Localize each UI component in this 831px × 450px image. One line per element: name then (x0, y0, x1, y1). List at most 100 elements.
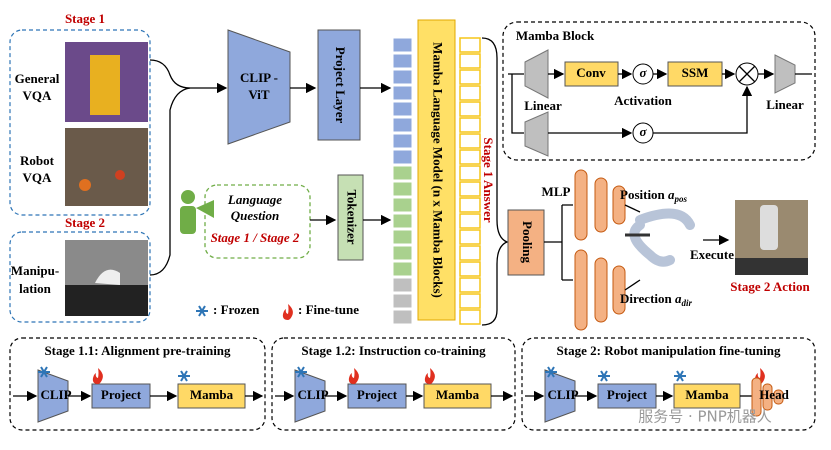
token (392, 37, 413, 53)
linear (524, 49, 549, 99)
question-stages: Stage 1 / Stage 2 (211, 230, 300, 245)
stage-panel (271, 337, 516, 431)
frozen-icon (545, 366, 557, 378)
stage2-title: Stage 2 (65, 215, 105, 230)
direction-label: Direction adir (620, 291, 693, 308)
answer-token (459, 117, 481, 133)
pooling-label: Pooling (520, 221, 535, 263)
project-label: Project (607, 387, 648, 402)
head-label: Head (759, 387, 789, 402)
project-layer (317, 29, 361, 141)
token (392, 261, 413, 277)
robot-image (65, 128, 148, 206)
head-layer (762, 383, 773, 411)
stage-panel (9, 337, 266, 431)
person-icon (180, 190, 214, 234)
project-label: Project (357, 387, 398, 402)
answer-token (459, 69, 481, 85)
manipulation-image (95, 269, 120, 285)
line (544, 204, 573, 281)
general-vqa: VQA (23, 88, 53, 103)
robot-image (115, 170, 125, 180)
token (392, 213, 413, 229)
token (392, 277, 413, 293)
answer-label: Stage 1 Answer (481, 137, 496, 222)
line (508, 73, 524, 134)
linear-label: Linear (524, 98, 562, 113)
answer-token (459, 101, 481, 117)
answer-token (459, 53, 481, 69)
mlp-layer (574, 249, 588, 331)
project-layer-label: Project Layer (333, 47, 348, 124)
token (392, 117, 413, 133)
frozen-icon (674, 370, 686, 382)
arrow (149, 59, 228, 94)
token (392, 53, 413, 69)
answer-token (459, 149, 481, 165)
answer-token (459, 261, 481, 277)
project (347, 383, 407, 409)
project (91, 383, 151, 409)
mamba-label: Mamba (685, 387, 729, 402)
mlp-layer (574, 169, 588, 241)
ssm-label: SSM (682, 65, 709, 80)
token (392, 149, 413, 165)
stage-panel (521, 337, 816, 431)
mamba (177, 383, 246, 409)
frozen-icon (196, 305, 208, 317)
position-symbol: a (668, 187, 675, 202)
stage-title: Stage 2: Robot manipulation fine-tuning (557, 343, 781, 358)
token (392, 133, 413, 149)
linear (524, 111, 549, 157)
arrow (653, 85, 753, 134)
answer-token (459, 165, 481, 181)
token (392, 293, 413, 309)
answer-token (459, 309, 481, 325)
position-sub: pos (674, 194, 688, 204)
frozen-icon (178, 370, 190, 382)
stage1-panel (9, 29, 151, 216)
tokenizer (337, 174, 364, 261)
answer-token (459, 245, 481, 261)
stage1-title: Stage 1 (65, 11, 105, 26)
ssm (667, 61, 723, 87)
token (392, 85, 413, 101)
project (597, 383, 657, 409)
token (392, 69, 413, 85)
token (392, 229, 413, 245)
direction-text: Direction (620, 291, 673, 306)
robot-vqa: Robot (20, 153, 55, 168)
mlp-label: MLP (542, 184, 571, 199)
answer-token (459, 277, 481, 293)
language-model (417, 19, 456, 321)
linear-label: Linear (766, 97, 804, 112)
mamba-label: Mamba (436, 387, 480, 402)
finetune-icon (92, 368, 103, 384)
head-layer (773, 389, 784, 405)
mamba-block-title: Mamba Block (516, 28, 595, 43)
clip (37, 369, 69, 423)
frozen-icon (598, 370, 610, 382)
manipulation-image (65, 285, 148, 316)
arrow (149, 87, 191, 276)
position-text: Position (620, 187, 666, 202)
clip-vit-label: ViT (248, 87, 270, 102)
mamba-label: Mamba (190, 387, 234, 402)
project-label: Project (101, 387, 142, 402)
conv-label: Conv (576, 65, 606, 80)
brace (481, 37, 509, 326)
direction-sub: dir (682, 298, 693, 308)
clip (294, 369, 326, 423)
tokenizer-label: Tokenizer (345, 189, 360, 244)
language-model-label: Mamba Language Model (n x Mamba Blocks) (431, 42, 446, 298)
watermark: 服务号 · PNP机器人 (638, 408, 772, 426)
mlp-layer (594, 177, 608, 233)
token (392, 197, 413, 213)
frozen-icon (38, 366, 50, 378)
frozen-icon (295, 366, 307, 378)
answer-token (459, 133, 481, 149)
token (392, 101, 413, 117)
robot-image (79, 179, 91, 191)
answer-token (459, 85, 481, 101)
